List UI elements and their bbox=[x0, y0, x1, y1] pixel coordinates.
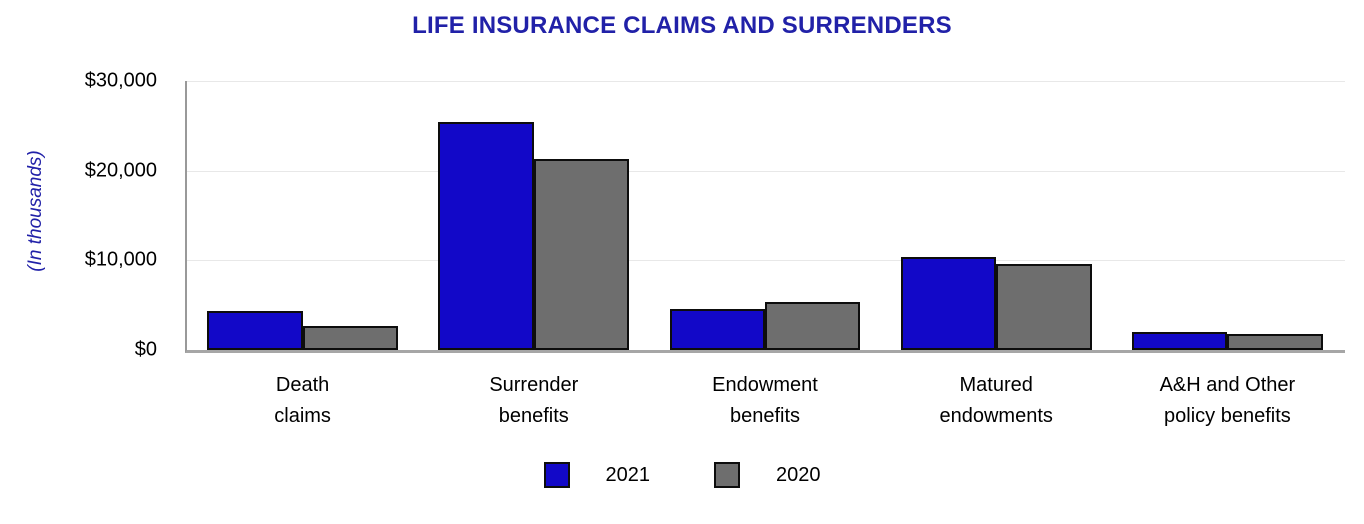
bar-2020-a-h-and-other-policy-benefits bbox=[1227, 333, 1323, 350]
bar-2021-matured-endowments bbox=[900, 256, 997, 350]
y-tick-20000: $20,000 bbox=[84, 159, 157, 182]
x-label-line: Matured bbox=[959, 374, 1033, 396]
x-label-matured-endowments: Matured endowments bbox=[881, 370, 1112, 432]
chart-title: LIFE INSURANCE CLAIMS AND SURRENDERS bbox=[412, 12, 952, 39]
x-label-a-h-and-other-policy-benefits: A&H and Other policy benefits bbox=[1112, 370, 1343, 432]
x-label-line: claims bbox=[274, 405, 331, 427]
y-tick-30000: $30,000 bbox=[84, 69, 157, 92]
x-label-line: Surrender bbox=[489, 374, 579, 396]
bar-2021-a-h-and-other-policy-benefits bbox=[1131, 332, 1228, 350]
plot-area bbox=[185, 81, 1345, 353]
legend-label-2020: 2020 bbox=[776, 463, 821, 486]
bar-2021-surrender-benefits bbox=[438, 122, 534, 350]
x-label-death-claims: Death claims bbox=[187, 370, 418, 432]
x-label-line: endowments bbox=[939, 405, 1053, 427]
x-axis-labels: Death claims Surrender benefits Endowment ben… bbox=[187, 370, 1343, 440]
gridline-10000 bbox=[187, 260, 1345, 262]
y-tick-0: $0 bbox=[134, 338, 157, 361]
bar-2021-death-claims bbox=[207, 310, 303, 350]
legend-swatch-2021 bbox=[543, 462, 570, 488]
bar-2020-matured-endowments bbox=[996, 263, 1092, 350]
x-label-line: Death bbox=[275, 374, 330, 396]
bar-2020-surrender-benefits bbox=[533, 159, 630, 350]
legend-item-2020: 2020 bbox=[714, 462, 821, 488]
legend: 2021 2020 bbox=[0, 462, 1364, 488]
x-label-line: Endowment bbox=[712, 374, 818, 396]
x-label-line: A&H and Other bbox=[1159, 374, 1296, 396]
bar-2020-endowment-benefits bbox=[765, 302, 861, 350]
legend-swatch-2020 bbox=[714, 462, 740, 488]
gridline-30000 bbox=[187, 81, 1345, 82]
x-label-endowment-benefits: Endowment benefits bbox=[649, 370, 880, 432]
gridline-20000 bbox=[187, 170, 1345, 172]
x-label-line: policy benefits bbox=[1164, 405, 1291, 427]
bar-2020-death-claims bbox=[302, 325, 399, 350]
x-label-line: benefits bbox=[498, 405, 569, 427]
bar-2021-endowment-benefits bbox=[669, 308, 765, 350]
y-axis-tick-labels: $0 $10,000 $20,000 $30,000 bbox=[0, 70, 157, 361]
y-tick-10000: $10,000 bbox=[84, 248, 157, 271]
x-label-surrender-benefits: Surrender benefits bbox=[418, 370, 649, 432]
x-label-line: benefits bbox=[729, 405, 801, 427]
legend-label-2021: 2021 bbox=[605, 463, 651, 486]
legend-item-2021: 2021 bbox=[543, 462, 651, 488]
